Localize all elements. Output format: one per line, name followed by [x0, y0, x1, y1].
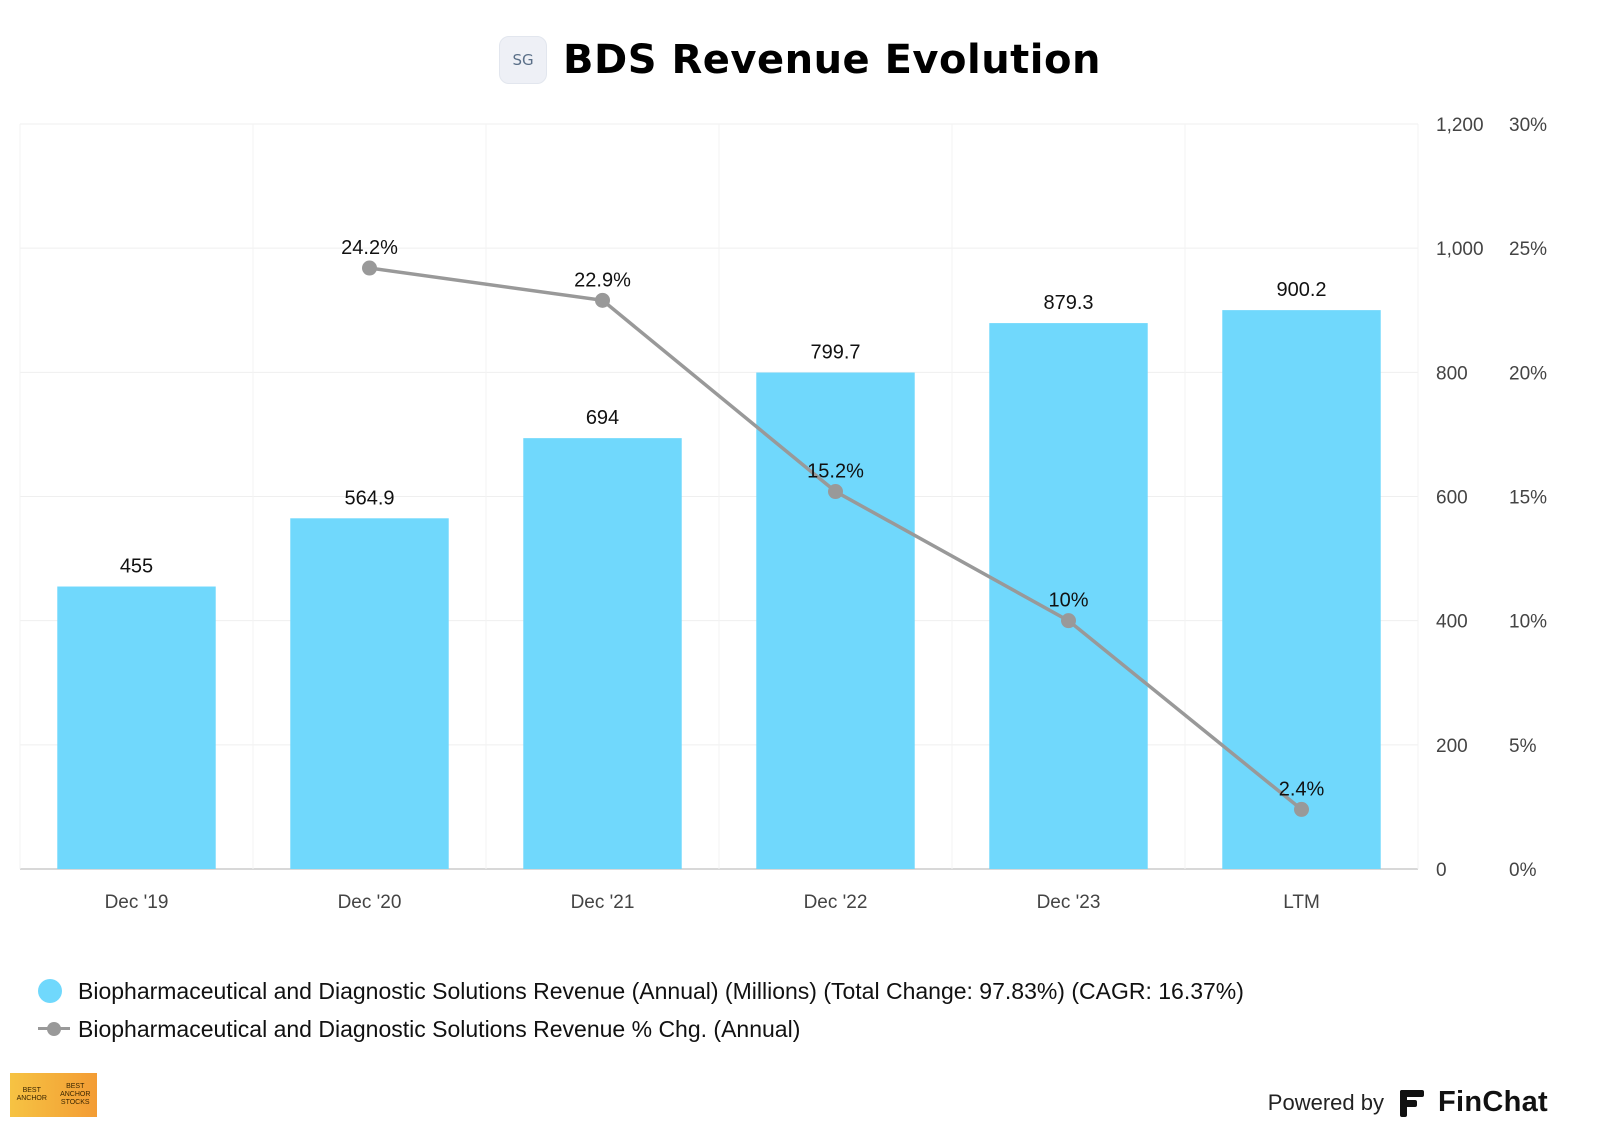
pct-change-point [1294, 801, 1309, 817]
bar-value-label: 879.3 [1043, 292, 1093, 314]
powered-by-label: Powered by [1267, 1089, 1384, 1115]
x-tick-label: LTM [1283, 892, 1320, 913]
bar-value-label: 694 [586, 407, 619, 429]
x-tick-label: Dec '22 [804, 892, 868, 913]
revenue-bar [290, 518, 449, 869]
revenue-chart: 0 200 400 600 800 1,000 1,200 0% 5% 10% 15% 20% 25% 3… [19, 115, 1547, 913]
chart-title: BDS Revenue Evolution [563, 37, 1101, 83]
legend-line-icon [38, 1017, 70, 1041]
revenue-bar [523, 438, 682, 869]
finchat-logo-icon [1396, 1088, 1426, 1118]
y-left-tick-label: 800 [1436, 363, 1468, 384]
y-left-tick-label: 600 [1436, 488, 1468, 509]
bar-value-label: 455 [120, 556, 153, 578]
y-left-tick-label: 0 [1436, 860, 1447, 881]
y-right-tick-label: 5% [1509, 736, 1537, 757]
y-left-tick-label: 1,000 [1436, 239, 1484, 260]
y-right-tick-label: 15% [1509, 488, 1547, 509]
revenue-bar [989, 323, 1148, 869]
pct-change-label: 24.2% [341, 237, 398, 259]
revenue-bar [57, 586, 216, 869]
y-left-tick-label: 400 [1436, 612, 1468, 633]
pct-change-point [1061, 613, 1076, 629]
chart-header: SG BDS Revenue Evolution [0, 36, 1600, 84]
pct-change-point [828, 484, 843, 500]
anchor-stocks-badge: BEST ANCHOR BEST ANCHOR STOCKS [10, 1073, 97, 1117]
y-right-tick-label: 25% [1509, 239, 1547, 260]
pct-change-point [595, 292, 610, 308]
y-left-tick-label: 1,200 [1436, 115, 1484, 136]
legend-label-revenue: Biopharmaceutical and Diagnostic Solutio… [78, 977, 1244, 1004]
x-tick-label: Dec '23 [1037, 892, 1101, 913]
pct-change-label: 2.4% [1279, 778, 1325, 800]
bar-value-label: 799.7 [810, 342, 860, 364]
finchat-brand: FinChat [1437, 1086, 1548, 1118]
seeking-growth-logo: SG [499, 36, 548, 84]
logo-text: SG [512, 51, 534, 69]
badge-right-text: BEST ANCHOR STOCKS [60, 1083, 91, 1106]
powered-by-finchat[interactable]: Powered by FinChat [1268, 1086, 1548, 1119]
x-tick-label: Dec '19 [105, 892, 169, 913]
y-right-tick-label: 20% [1509, 363, 1547, 384]
pct-change-label: 22.9% [574, 269, 631, 291]
legend-dot-icon [38, 979, 62, 1003]
revenue-bar [1222, 310, 1381, 869]
bar-value-label: 900.2 [1276, 279, 1326, 301]
chart-legend: Biopharmaceutical and Diagnostic Solutio… [38, 972, 1244, 1048]
pct-change-label: 15.2% [807, 461, 864, 483]
pct-change-label: 10% [1048, 590, 1088, 612]
x-tick-label: Dec '20 [338, 892, 402, 913]
x-tick-label: Dec '21 [571, 892, 635, 913]
legend-item-pct-change[interactable]: Biopharmaceutical and Diagnostic Solutio… [38, 1010, 1244, 1048]
pct-change-point [362, 260, 377, 276]
badge-left-text: BEST ANCHOR [16, 1087, 47, 1102]
y-right-tick-label: 30% [1509, 115, 1547, 136]
legend-item-revenue[interactable]: Biopharmaceutical and Diagnostic Solutio… [38, 972, 1244, 1010]
revenue-bar [756, 372, 915, 869]
y-right-tick-label: 0% [1509, 860, 1537, 881]
legend-label-pct-change: Biopharmaceutical and Diagnostic Solutio… [78, 1015, 801, 1042]
y-left-tick-label: 200 [1436, 736, 1468, 757]
y-right-tick-label: 10% [1509, 612, 1547, 633]
bar-value-label: 564.9 [344, 487, 394, 509]
